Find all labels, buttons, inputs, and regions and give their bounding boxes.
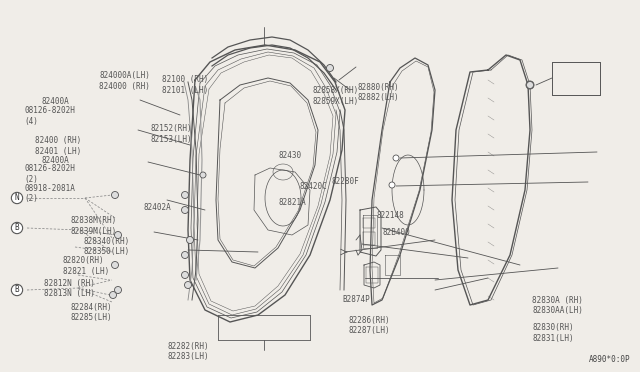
Text: B2874P: B2874P bbox=[342, 295, 370, 304]
Text: A890*0:0P: A890*0:0P bbox=[588, 355, 630, 364]
Text: B: B bbox=[15, 224, 19, 232]
Text: 82420C: 82420C bbox=[300, 182, 327, 191]
Text: 82821A: 82821A bbox=[278, 198, 306, 207]
Circle shape bbox=[389, 182, 395, 188]
Circle shape bbox=[115, 231, 122, 238]
Text: 828340(RH)
828350(LH): 828340(RH) 828350(LH) bbox=[83, 237, 129, 256]
Circle shape bbox=[109, 292, 116, 298]
Text: 82100 (RH)
82101 (LH): 82100 (RH) 82101 (LH) bbox=[163, 75, 209, 94]
Text: 82280F: 82280F bbox=[332, 177, 359, 186]
Circle shape bbox=[526, 81, 534, 89]
Text: 82282(RH)
82283(LH): 82282(RH) 82283(LH) bbox=[168, 342, 210, 361]
Circle shape bbox=[182, 192, 189, 199]
Text: 08126-8202H
(2): 08126-8202H (2) bbox=[24, 164, 75, 184]
Circle shape bbox=[182, 272, 189, 279]
Circle shape bbox=[527, 81, 534, 89]
Text: 82812N (RH)
82813N (LH): 82812N (RH) 82813N (LH) bbox=[44, 279, 94, 298]
Text: 82402A: 82402A bbox=[144, 203, 172, 212]
Circle shape bbox=[184, 282, 191, 289]
Text: 82830A (RH)
82830AA(LH): 82830A (RH) 82830AA(LH) bbox=[532, 296, 583, 315]
Text: N: N bbox=[15, 193, 19, 202]
Text: 82830(RH)
82831(LH): 82830(RH) 82831(LH) bbox=[532, 323, 574, 343]
Text: 82880(RH)
82882(LH): 82880(RH) 82882(LH) bbox=[357, 83, 399, 102]
Circle shape bbox=[111, 192, 118, 199]
Circle shape bbox=[111, 262, 118, 269]
Circle shape bbox=[326, 64, 333, 71]
Text: 08918-2081A
(2): 08918-2081A (2) bbox=[24, 184, 75, 203]
Text: 824000A(LH)
824000 (RH): 824000A(LH) 824000 (RH) bbox=[99, 71, 150, 91]
Circle shape bbox=[115, 286, 122, 294]
Text: B: B bbox=[15, 285, 19, 295]
Text: 82820(RH)
82821 (LH): 82820(RH) 82821 (LH) bbox=[63, 256, 109, 276]
Text: 82400A: 82400A bbox=[42, 97, 69, 106]
Circle shape bbox=[182, 206, 189, 214]
Circle shape bbox=[182, 251, 189, 259]
Text: 822148: 822148 bbox=[376, 211, 404, 219]
Text: 82B400: 82B400 bbox=[383, 228, 410, 237]
Text: 82858X(RH)
82859X(LH): 82858X(RH) 82859X(LH) bbox=[312, 86, 358, 106]
Text: 82400A: 82400A bbox=[42, 156, 69, 165]
Circle shape bbox=[200, 172, 206, 178]
Text: 82286(RH)
82287(LH): 82286(RH) 82287(LH) bbox=[349, 316, 390, 335]
Text: 82400 (RH)
82401 (LH): 82400 (RH) 82401 (LH) bbox=[35, 136, 81, 155]
Circle shape bbox=[327, 65, 333, 71]
Text: 82430: 82430 bbox=[278, 151, 301, 160]
Circle shape bbox=[393, 155, 399, 161]
Text: 82152(RH)
82153(LH): 82152(RH) 82153(LH) bbox=[150, 124, 193, 144]
Circle shape bbox=[186, 237, 193, 244]
Text: 08126-8202H
(4): 08126-8202H (4) bbox=[24, 106, 75, 126]
Text: 82284(RH)
82285(LH): 82284(RH) 82285(LH) bbox=[70, 303, 112, 322]
Text: 82838M(RH)
82839M(LH): 82838M(RH) 82839M(LH) bbox=[70, 217, 116, 236]
